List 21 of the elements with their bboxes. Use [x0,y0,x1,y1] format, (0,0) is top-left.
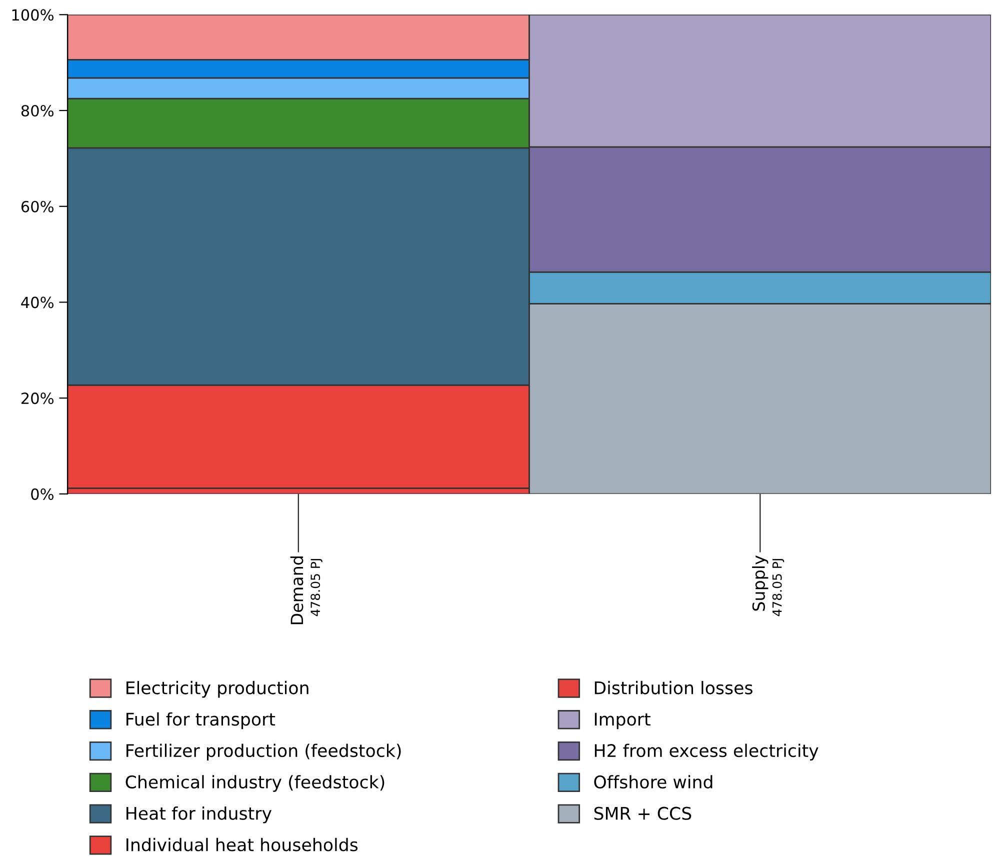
legend-label: Individual heat households [126,838,358,852]
annotation: 478.05 PJ [772,559,784,616]
legend-label: Fuel for transport [126,712,276,730]
legend-label: Offshore wind [594,775,712,789]
legend-label: SMR + CCS [594,806,692,820]
legend-label: Heat for industry [126,806,272,824]
y-tick-label: 80% [21,104,54,117]
y-tick-label: 40% [21,296,54,308]
y-tick-label: 20% [21,392,54,404]
legend-label: Chemical industry (feedstock) [126,775,384,792]
x-tick-label: Demand [290,556,304,624]
legend-label: Fertilizer production (feedstock) [126,744,401,761]
y-tick-label: 100% [12,9,54,21]
y-tick-label: 0% [31,488,54,500]
legend-label: Electricity production [126,680,308,698]
legend-label: Import [594,712,650,730]
y-tick-label: 60% [21,200,54,212]
annotation: 478.05 PJ [310,559,322,616]
x-tick-label: Supply [752,556,768,611]
legend-label: H2 from excess electricity [594,744,818,761]
legend-label: Distribution losses [594,680,752,694]
